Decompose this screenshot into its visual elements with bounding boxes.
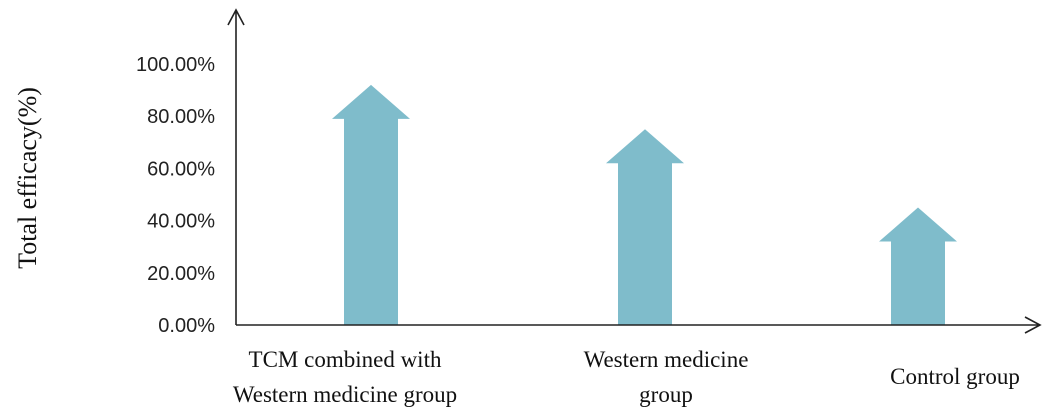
x-category-label: Western medicine group [233,382,457,407]
bars [332,84,957,325]
y-tick-label: 100.00% [136,54,215,76]
x-axis-line [236,316,1042,334]
y-tick-label: 20.00% [147,263,215,285]
y-tick-label: 60.00% [147,158,215,180]
x-category-label: Control group [890,364,1020,389]
y-axis-label: Total efficacy(%) [13,87,42,269]
y-axis-line [227,8,245,325]
category-labels: TCM combined with Western medicine group W… [233,347,1020,407]
y-tick-label: 80.00% [147,106,215,128]
y-tick-label: 0.00% [158,315,215,337]
bar-arrow-3 [879,207,957,325]
y-tick-labels: 0.00% 20.00% 40.00% 60.00% 80.00% 100.00% [136,54,215,337]
bar-arrow-2 [606,129,684,325]
x-category-label: TCM combined with [249,347,442,372]
x-category-label: group [639,382,693,407]
bar-arrow-1 [332,84,410,325]
x-category-label: Western medicine [584,347,749,372]
y-tick-label: 40.00% [147,211,215,233]
